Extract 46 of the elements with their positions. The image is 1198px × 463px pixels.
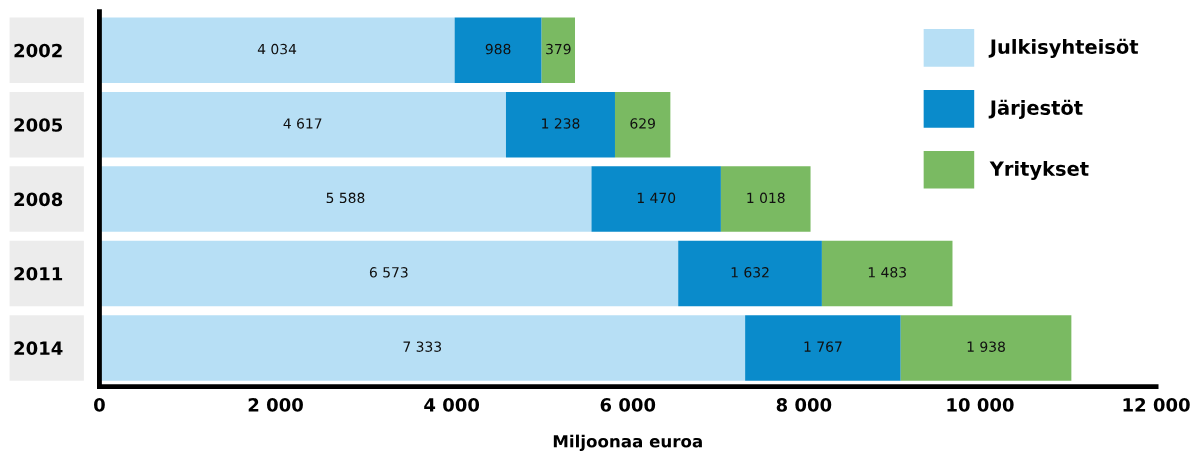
bar: [454, 17, 542, 84]
bar: [99, 166, 592, 232]
y-tick-label: 2014: [14, 341, 63, 356]
data-label: 6 573: [369, 267, 408, 278]
data-label: 7 333: [403, 341, 442, 352]
x-tick-label: 2 000: [248, 398, 303, 412]
bar: [745, 315, 901, 381]
x-tick-label: 6 000: [600, 398, 656, 412]
data-label: 4 034: [257, 43, 297, 55]
bar: [678, 240, 822, 307]
y-tick-label: 2011: [14, 266, 63, 281]
x-tick-label: 10 000: [947, 398, 1014, 412]
bar: [821, 240, 953, 307]
legend-label: Julkisyhteisöt: [988, 38, 1139, 58]
data-label: 1 632: [731, 267, 769, 278]
data-label: 1 238: [542, 118, 580, 129]
bar: [99, 17, 455, 84]
bar: [614, 91, 671, 158]
data-label: 1 483: [868, 267, 906, 278]
legend-label: Yritykset: [989, 160, 1089, 180]
data-label: 4 617: [283, 118, 322, 129]
y-tick-label: 2008: [14, 192, 63, 207]
bar: [99, 91, 506, 158]
x-tick-label: 4 000: [424, 398, 480, 412]
bar: [99, 240, 679, 307]
data-label: 1 470: [637, 192, 676, 204]
data-label: 629: [630, 118, 655, 129]
bar: [720, 166, 811, 232]
data-label: 379: [546, 43, 571, 55]
y-tick-label: 2005: [14, 118, 63, 132]
x-tick-label: 8 000: [776, 398, 832, 412]
data-label: 1 018: [747, 192, 785, 204]
bar: [505, 91, 615, 158]
data-label: 5 588: [326, 192, 365, 204]
legend-label: Järjestöt: [988, 99, 1083, 119]
bar: [541, 17, 576, 84]
x-tick-label: 0: [94, 398, 105, 412]
data-label: 1 938: [967, 341, 1005, 352]
data-label: 1 767: [804, 341, 842, 352]
x-axis-title: Miljoonaa euroa: [553, 434, 702, 451]
bar: [99, 315, 746, 381]
bar: [591, 166, 721, 232]
x-tick-label: 12 000: [1123, 398, 1190, 412]
bar: [900, 315, 1072, 381]
y-tick-label: 2002: [14, 43, 62, 58]
data-label: 988: [485, 43, 511, 55]
